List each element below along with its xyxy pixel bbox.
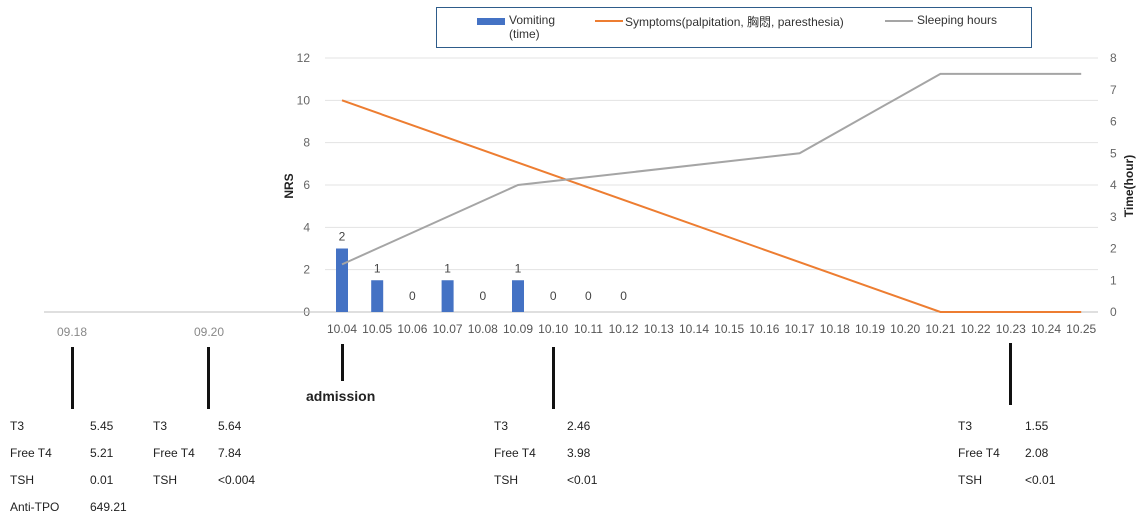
lab-test-name: Free T4 (10, 446, 52, 460)
lab-test-name: T3 (494, 419, 509, 433)
lab-test-name: Free T4 (494, 446, 536, 460)
lab-test-name: Free T4 (958, 446, 1000, 460)
pre-admission-date-label: 09.18 (57, 325, 87, 339)
legend-swatch-sleeping (885, 20, 913, 22)
right-tick-label: 7 (1110, 83, 1117, 97)
lab-marker (207, 347, 210, 409)
sleeping-hours-line (341, 72, 1082, 266)
lab-marker (71, 347, 74, 409)
vomiting-data-label: 0 (585, 289, 592, 303)
x-tick-label: 10.25 (1066, 322, 1096, 336)
lab-marker (552, 347, 555, 409)
x-tick-label: 10.17 (785, 322, 815, 336)
left-tick-label: 12 (297, 51, 311, 65)
legend-label-vomiting: Vomiting (time) (509, 13, 555, 41)
lab-test-value: 3.98 (567, 446, 591, 460)
right-tick-label: 3 (1110, 210, 1117, 224)
lab-marker (1009, 343, 1012, 405)
x-tick-label: 10.06 (397, 322, 427, 336)
vomiting-data-label: 1 (374, 261, 381, 275)
lab-test-value: 649.21 (90, 500, 127, 514)
lab-test-name: T3 (153, 419, 168, 433)
lab-test-name: Free T4 (153, 446, 195, 460)
vomiting-bar (336, 248, 348, 312)
right-tick-label: 0 (1110, 305, 1117, 319)
lab-test-value: 5.21 (90, 446, 114, 460)
lab-test-name: T3 (10, 419, 25, 433)
pre-admission-date-label: 09.20 (194, 325, 224, 339)
legend: Vomiting (time) Symptoms(palpitation, 胸悶… (436, 7, 1032, 48)
x-tick-label: 10.04 (327, 322, 357, 336)
lab-test-value: 2.08 (1025, 446, 1049, 460)
x-tick-label: 10.20 (890, 322, 920, 336)
left-tick-label: 6 (303, 178, 310, 192)
vomiting-data-label: 1 (444, 261, 451, 275)
right-axis-title: Time(hour) (1122, 155, 1136, 217)
lab-test-name: TSH (10, 473, 34, 487)
x-tick-label: 10.19 (855, 322, 885, 336)
left-axis-title: NRS (282, 173, 296, 198)
x-tick-label: 10.15 (714, 322, 744, 336)
legend-label-sleeping: Sleeping hours (917, 13, 998, 27)
lab-test-value: <0.004 (218, 473, 256, 487)
right-tick-label: 4 (1110, 178, 1117, 192)
right-tick-label: 5 (1110, 146, 1117, 160)
vomiting-data-label: 1 (515, 261, 522, 275)
legend-label-symptoms: Symptoms(palpitation, 胸悶, paresthesia) (625, 15, 844, 29)
vomiting-data-label: 0 (550, 289, 557, 303)
legend-label-vomiting-line1: Vomiting (509, 13, 556, 27)
legend-swatch-vomiting (477, 18, 505, 25)
symptoms-line (341, 99, 1082, 313)
vomiting-bar (441, 280, 454, 312)
x-tick-label: 10.11 (574, 322, 603, 336)
admission-label: admission (306, 388, 376, 404)
lab-test-value: 7.84 (218, 446, 242, 460)
x-tick-label: 10.13 (644, 322, 674, 336)
lab-test-name: TSH (153, 473, 177, 487)
vomiting-data-label: 0 (479, 289, 486, 303)
lab-test-name: T3 (958, 419, 973, 433)
vomiting-bar (512, 280, 524, 312)
x-tick-label: 10.08 (468, 322, 498, 336)
lab-test-name: TSH (494, 473, 518, 487)
x-tick-label: 10.12 (609, 322, 639, 336)
x-tick-label: 10.10 (538, 322, 568, 336)
x-tick-label: 10.24 (1031, 322, 1061, 336)
lab-test-value: 1.55 (1025, 419, 1049, 433)
lab-test-value: 2.46 (567, 419, 591, 433)
vomiting-data-label: 2 (339, 230, 346, 244)
right-tick-label: 1 (1110, 273, 1117, 287)
x-tick-label: 10.14 (679, 322, 709, 336)
legend-label-vomiting-line2: (time) (509, 27, 540, 41)
vomiting-data-label: 0 (620, 289, 627, 303)
lab-test-value: <0.01 (1025, 473, 1056, 487)
right-tick-label: 8 (1110, 51, 1117, 65)
lab-test-value: <0.01 (567, 473, 598, 487)
lab-test-value: 0.01 (90, 473, 114, 487)
x-tick-label: 10.23 (996, 322, 1026, 336)
left-tick-label: 4 (303, 220, 310, 234)
left-tick-label: 8 (303, 136, 310, 150)
legend-swatch-symptoms (595, 20, 623, 22)
vomiting-bar (371, 280, 384, 312)
right-tick-label: 6 (1110, 115, 1117, 129)
lab-test-value: 5.64 (218, 419, 242, 433)
left-tick-label: 2 (303, 263, 310, 277)
lab-test-name: Anti-TPO (10, 500, 60, 514)
x-tick-label: 10.21 (925, 322, 955, 336)
vomiting-data-label: 0 (409, 289, 416, 303)
x-tick-label: 10.07 (433, 322, 463, 336)
left-tick-label: 10 (297, 93, 311, 107)
x-tick-label: 10.05 (362, 322, 392, 336)
x-tick-label: 10.09 (503, 322, 533, 336)
x-tick-label: 10.22 (961, 322, 991, 336)
x-tick-label: 10.16 (749, 322, 779, 336)
right-tick-label: 2 (1110, 242, 1117, 256)
admission-marker (341, 344, 344, 381)
lab-test-value: 5.45 (90, 419, 114, 433)
x-tick-label: 10.18 (820, 322, 850, 336)
lab-test-name: TSH (958, 473, 982, 487)
